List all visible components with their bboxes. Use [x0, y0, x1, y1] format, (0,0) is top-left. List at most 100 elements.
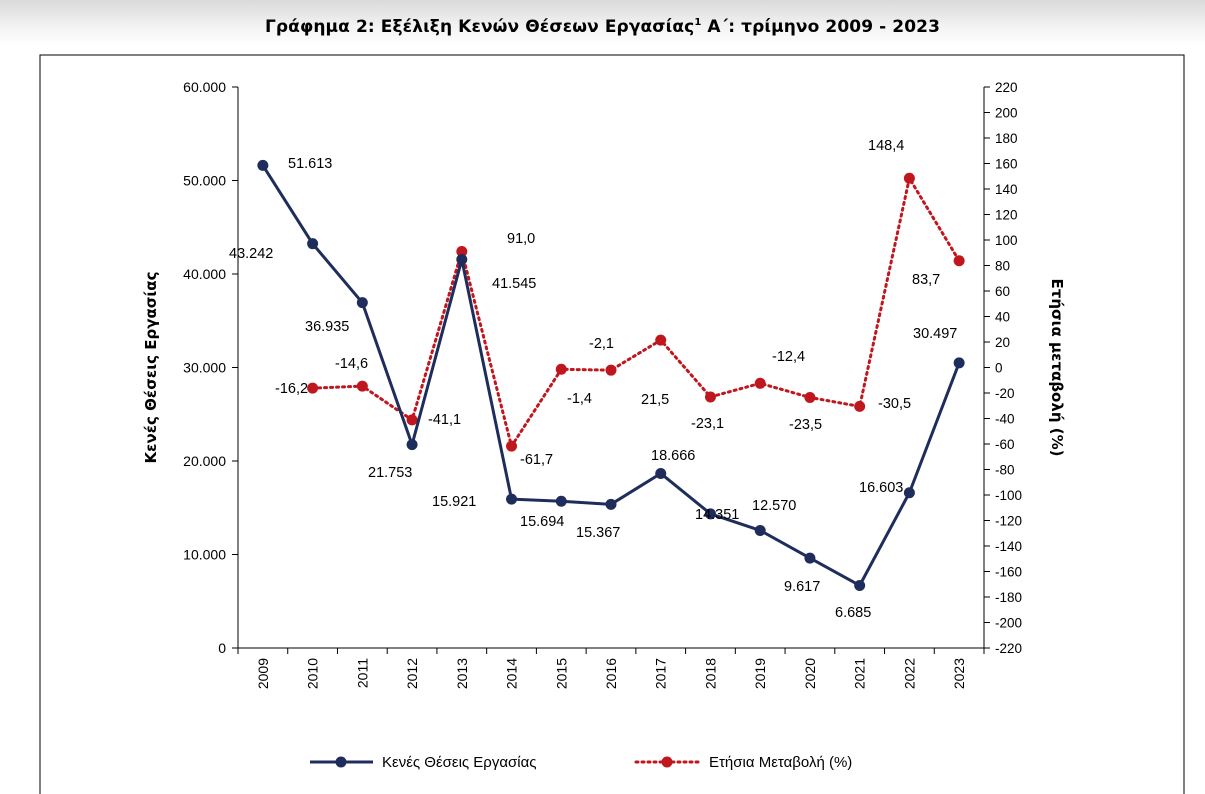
annual-change-data-label: -61,7 — [520, 452, 553, 468]
title-band — [0, 0, 1205, 46]
y-right-tick-label: -40 — [995, 412, 1015, 427]
series-line-annual-change — [311, 174, 961, 450]
annual-change-point — [854, 400, 866, 412]
y-right-tick-label: -60 — [995, 437, 1015, 452]
vacancies-point — [257, 159, 269, 171]
x-tick-label: 2013 — [454, 658, 470, 689]
y-left-tick-label: 30.000 — [183, 360, 226, 376]
y-left-tick-label: 50.000 — [183, 173, 226, 189]
x-tick-label: 2016 — [603, 658, 619, 689]
legend-label-vacancies: Κενές Θέσεις Εργασίας — [382, 754, 537, 771]
x-tick-label: 2022 — [901, 658, 917, 689]
y-right-tick-label: 100 — [995, 233, 1018, 248]
annual-change-point — [406, 414, 418, 426]
annual-change-data-label: -30,5 — [878, 396, 911, 412]
vacancies-point — [704, 508, 716, 520]
annual-change-data-label: -16,2 — [275, 381, 308, 397]
y-axis-right-title: Ετήσια μεταβολή (%) — [1048, 279, 1066, 457]
legend-marker-annual-change — [661, 756, 673, 768]
y-right-tick-label: 200 — [995, 106, 1018, 121]
vacancies-data-label: 21.753 — [368, 465, 412, 481]
annual-change-point — [307, 382, 319, 394]
y-left-tick-label: 10.000 — [183, 547, 226, 563]
chart-title-rest: Α΄: τρίμηνο 2009 - 2023 — [701, 17, 941, 37]
x-tick-label: 2012 — [404, 658, 420, 689]
annual-change-data-label: -12,4 — [772, 349, 805, 365]
vacancies-point — [356, 297, 368, 309]
x-tick-label: 2015 — [553, 658, 569, 689]
y-right-tick-label: -20 — [995, 386, 1015, 401]
vacancies-data-label: 30.497 — [913, 326, 957, 342]
y-right-tick-label: 0 — [995, 361, 1003, 376]
vacancies-data-label: 15.694 — [520, 514, 564, 530]
vacancies-data-label: 36.935 — [305, 319, 349, 335]
x-tick-label: 2020 — [802, 658, 818, 689]
x-tick-label: 2010 — [305, 658, 321, 689]
y-right-tick-label: 80 — [995, 259, 1010, 274]
vacancies-point — [456, 254, 468, 266]
y-right-tick-label: -200 — [995, 616, 1022, 631]
annual-change-point — [506, 440, 518, 452]
y-right-tick-label: 40 — [995, 310, 1010, 325]
axes: 0 10.000 20.000 30.000 40.000 50.000 60.000 220… — [142, 79, 1066, 689]
y-left-tick-label: 40.000 — [183, 266, 226, 282]
x-tick-label: 2017 — [653, 658, 669, 689]
vacancies-data-label: 18.666 — [651, 448, 695, 464]
y-right-tick-label: -220 — [995, 641, 1022, 656]
y-right-tick-label: 180 — [995, 131, 1018, 146]
chart-title: Γράφημα 2: Εξέλιξη Κενών Θέσεων Εργασίας… — [0, 17, 1205, 37]
x-tick-label: 2014 — [504, 658, 520, 689]
x-tick-label: 2009 — [255, 658, 271, 689]
vacancies-data-label: 51.613 — [288, 156, 332, 172]
annual-change-data-label: -14,6 — [335, 356, 368, 372]
vacancies-point — [406, 439, 418, 451]
vacancies-data-label: 14.351 — [695, 507, 739, 523]
vacancies-data-label: 15.921 — [432, 494, 476, 510]
vacancies-data-label: 16.603 — [859, 480, 903, 496]
chart-title-footnote-mark: 1 — [694, 17, 702, 28]
x-tick-label: 2021 — [852, 658, 868, 689]
annual-change-point — [356, 380, 368, 392]
annual-change-point — [804, 391, 816, 403]
vacancies-point — [506, 493, 518, 505]
annual-change-data-label: -23,5 — [789, 417, 822, 433]
vacancies-point — [854, 579, 866, 591]
y-right-tick-label: -140 — [995, 539, 1022, 554]
y-right-tick-label: -160 — [995, 565, 1022, 580]
vacancies-data-label: 12.570 — [752, 498, 796, 514]
annual-change-point — [456, 245, 468, 257]
x-tick-label: 2018 — [702, 658, 718, 689]
vacancies-data-label: 43.242 — [229, 246, 273, 262]
annual-change-data-label: 83,7 — [912, 272, 940, 288]
legend: Κενές Θέσεις Εργασίας Ετήσια Μεταβολή (%) — [310, 754, 852, 771]
chart-title-main: Γράφημα 2: Εξέλιξη Κενών Θέσεων Εργασίας — [264, 17, 695, 37]
x-tick-label: 2023 — [951, 658, 967, 689]
y-right-tick-label: -80 — [995, 463, 1015, 478]
annual-change-data-label: 21,5 — [641, 392, 669, 408]
y-left-tick-label: 20.000 — [183, 453, 226, 469]
y-right-tick-label: -180 — [995, 590, 1022, 605]
vacancies-point — [555, 495, 567, 507]
y-left-tick-label: 0 — [218, 640, 226, 656]
annual-change-data-label: -41,1 — [428, 412, 461, 428]
vacancies-data-label: 6.685 — [835, 605, 871, 621]
annual-change-point — [605, 364, 617, 376]
x-tick-label: 2011 — [354, 658, 370, 688]
vacancies-point — [953, 357, 965, 369]
data-labels: 51.613 43.242 36.935 21.753 41.545 15.921 15.6… — [229, 138, 957, 621]
annual-change-data-label: -1,4 — [567, 391, 592, 407]
vacancies-data-label: 41.545 — [492, 276, 536, 292]
y-axis-left-title: Κενές Θέσεις Εργασίας — [142, 272, 160, 464]
y-right-tick-label: 140 — [995, 182, 1018, 197]
y-right-tick-label: -120 — [995, 514, 1022, 529]
vacancies-point — [754, 524, 766, 536]
annual-change-data-label: -2,1 — [589, 336, 614, 352]
series-layer — [257, 159, 965, 591]
y-left-tick-label: 60.000 — [183, 79, 226, 95]
annual-change-point — [704, 391, 716, 403]
vacancies-point — [655, 467, 667, 479]
annual-change-data-label: -23,1 — [691, 416, 724, 432]
y-right-tick-label: 60 — [995, 284, 1010, 299]
y-right-tick-label: 220 — [995, 80, 1018, 95]
